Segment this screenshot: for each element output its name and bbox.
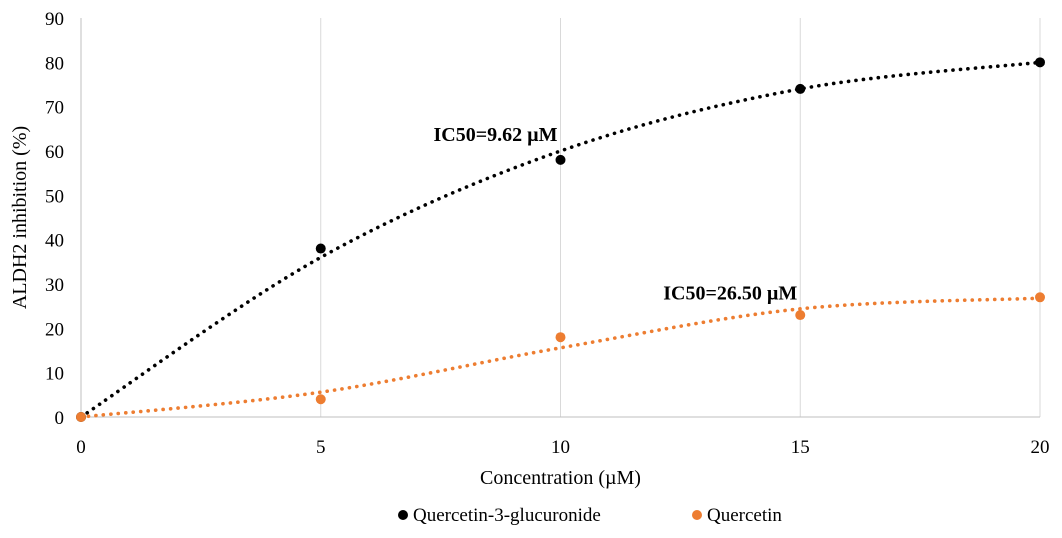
annotations: IC50=9.62 µM IC50=26.50 µM bbox=[433, 124, 797, 305]
y-axis-title: ALDH2 inhibition (%) bbox=[9, 126, 31, 309]
y-tick-label: 60 bbox=[45, 142, 64, 163]
trendline-series-2 bbox=[79, 296, 1042, 419]
ic50-annotation: IC50=9.62 µM bbox=[433, 124, 557, 146]
x-tick-label: 20 bbox=[1031, 437, 1050, 458]
y-tick-label: 30 bbox=[45, 275, 64, 296]
y-tick-label: 0 bbox=[55, 408, 65, 429]
y-tick-label: 50 bbox=[45, 186, 64, 207]
data-point-series-1 bbox=[315, 243, 326, 254]
grid-layer bbox=[320, 18, 1041, 417]
x-tick-label: 10 bbox=[551, 437, 570, 458]
x-tick-label: 0 bbox=[76, 437, 86, 458]
legend-label: Quercetin-3-glucuronide bbox=[413, 505, 601, 526]
legend-label: Quercetin bbox=[707, 505, 782, 526]
points-layer bbox=[76, 57, 1045, 422]
legend-marker bbox=[692, 510, 702, 520]
x-axis-title: Concentration (µM) bbox=[480, 467, 641, 489]
data-point-series-2 bbox=[795, 310, 806, 321]
data-point-series-2 bbox=[555, 332, 566, 343]
trendline-layer bbox=[79, 60, 1042, 419]
y-tick-label: 80 bbox=[45, 53, 64, 74]
tick-labels: 0 5 10 15 20 0 10 20 30 40 50 60 70 80 90 bbox=[45, 9, 1050, 458]
data-point-series-2 bbox=[1035, 292, 1045, 303]
y-tick-label: 90 bbox=[45, 9, 64, 30]
data-point-series-2 bbox=[76, 412, 86, 422]
legend: Quercetin-3-glucuronide Quercetin bbox=[398, 505, 782, 526]
x-tick-label: 15 bbox=[791, 437, 810, 458]
trendline-series-1 bbox=[79, 60, 1042, 419]
data-point-series-1 bbox=[555, 154, 566, 165]
y-tick-label: 10 bbox=[45, 364, 64, 385]
y-tick-label: 20 bbox=[45, 319, 64, 340]
ic50-annotation: IC50=26.50 µM bbox=[663, 283, 797, 305]
axes-layer bbox=[80, 18, 1040, 418]
data-point-series-1 bbox=[795, 83, 806, 94]
data-point-series-2 bbox=[315, 394, 326, 405]
y-tick-label: 70 bbox=[45, 98, 64, 119]
legend-marker bbox=[398, 510, 408, 520]
data-point-series-1 bbox=[1035, 57, 1045, 68]
y-tick-label: 40 bbox=[45, 231, 64, 252]
x-tick-label: 5 bbox=[316, 437, 326, 458]
